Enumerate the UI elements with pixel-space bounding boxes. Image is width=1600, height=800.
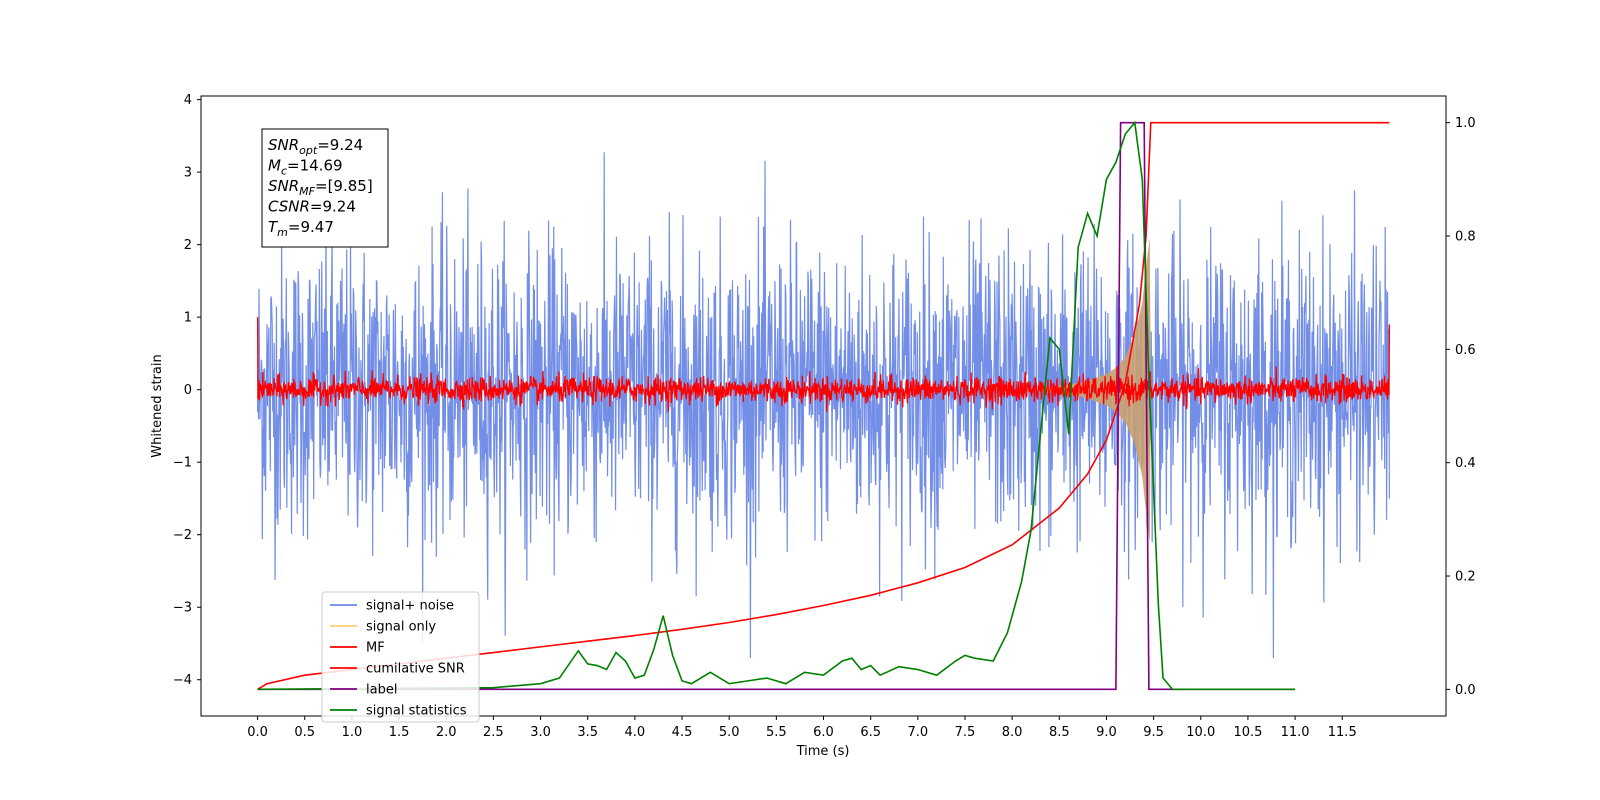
legend-label: signal+ noise xyxy=(366,599,454,614)
x-tick-label: 7.5 xyxy=(955,725,976,740)
y-tick-label: 1 xyxy=(184,311,192,326)
x-axis-ticks: 0.0 0.5 1.0 1.5 2.0 2.5 3.0 3.5 4.0 4.5 5.0 5.5 6.0 6… xyxy=(247,716,1357,740)
x-tick-label: 0.5 xyxy=(294,725,315,740)
y2-tick-label: 0.6 xyxy=(1455,343,1476,358)
y2-tick-label: 1.0 xyxy=(1455,116,1476,131)
x-tick-label: 4.5 xyxy=(672,725,693,740)
x-tick-label: 2.5 xyxy=(483,725,504,740)
y-tick-label: −1 xyxy=(173,456,192,471)
x-tick-label: 2.0 xyxy=(436,725,457,740)
legend-label: cumilative SNR xyxy=(366,662,465,677)
y-tick-label: 0 xyxy=(184,383,192,398)
x-tick-label: 5.0 xyxy=(719,725,740,740)
series-mf xyxy=(256,317,1391,412)
x-tick-label: 1.0 xyxy=(342,725,363,740)
info-line: CSNR=9.24 xyxy=(268,198,356,216)
x-tick-label: 4.0 xyxy=(625,725,646,740)
x-tick-label: 6.5 xyxy=(860,725,881,740)
y-tick-label: 3 xyxy=(184,166,192,181)
y-tick-label: −2 xyxy=(173,528,192,543)
y-axis-ticks: 4 3 2 1 0 −1 −2 −3 −4 xyxy=(173,93,201,688)
y-tick-label: 2 xyxy=(184,238,192,253)
x-tick-label: 10.0 xyxy=(1186,725,1215,740)
y-tick-label: −4 xyxy=(173,673,192,688)
legend-label: MF xyxy=(366,641,385,656)
x-tick-label: 9.0 xyxy=(1096,725,1117,740)
info-line: SNRMF=[9.85] xyxy=(268,177,373,198)
legend-label: signal only xyxy=(366,620,436,635)
y2-tick-label: 0.0 xyxy=(1455,683,1476,698)
x-tick-label: 9.5 xyxy=(1143,725,1164,740)
x-axis-label: Time (s) xyxy=(796,744,850,759)
y2-tick-label: 0.4 xyxy=(1455,456,1476,471)
x-tick-label: 7.0 xyxy=(907,725,928,740)
x-tick-label: 11.0 xyxy=(1281,725,1310,740)
y2-axis-ticks: 1.0 0.8 0.6 0.4 0.2 0.0 xyxy=(1446,116,1476,698)
info-line: Tm=9.47 xyxy=(268,218,334,239)
y2-tick-label: 0.2 xyxy=(1455,570,1476,585)
x-tick-label: 5.5 xyxy=(766,725,787,740)
x-tick-label: 8.0 xyxy=(1002,725,1023,740)
y-axis-label: Whitened strain xyxy=(150,354,165,457)
x-tick-label: 3.0 xyxy=(530,725,551,740)
info-line: SNRopt=9.24 xyxy=(268,136,363,157)
series-signal-statistics xyxy=(257,120,1296,691)
x-tick-label: 3.5 xyxy=(577,725,598,740)
y2-tick-label: 0.8 xyxy=(1455,229,1476,244)
y-tick-label: 4 xyxy=(184,93,192,108)
info-box: SNRopt=9.24Mc=14.69SNRMF=[9.85]CSNR=9.24… xyxy=(261,128,389,248)
legend-frame xyxy=(321,591,480,723)
info-line: Mc=14.69 xyxy=(268,157,343,178)
x-tick-label: 0.0 xyxy=(247,725,268,740)
legend-label: label xyxy=(366,683,397,698)
legend: signal+ noise signal only MF cumilative SNR… xyxy=(321,591,480,723)
x-tick-label: 10.5 xyxy=(1233,725,1262,740)
series-signal-noise xyxy=(256,152,1391,658)
legend-label: signal statistics xyxy=(366,704,467,719)
x-tick-label: 1.5 xyxy=(389,725,410,740)
x-tick-label: 8.5 xyxy=(1049,725,1070,740)
info-box-frame xyxy=(261,128,389,248)
x-tick-label: 6.0 xyxy=(813,725,834,740)
x-tick-label: 11.5 xyxy=(1328,725,1357,740)
y-tick-label: −3 xyxy=(173,601,192,616)
